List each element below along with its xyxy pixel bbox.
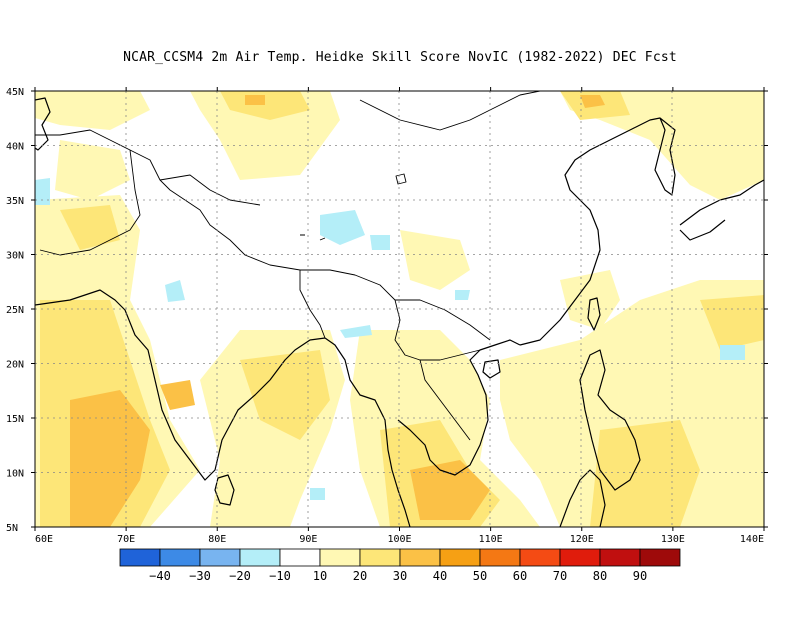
lon-tick-label: 140E bbox=[740, 534, 764, 545]
thailand-coastline bbox=[397, 339, 521, 476]
lon-tick-label: 130E bbox=[661, 534, 685, 545]
colorbar-swatch bbox=[399, 548, 441, 567]
philippines-outline bbox=[579, 349, 641, 491]
colorbar-swatch bbox=[559, 548, 601, 567]
axis-ticks bbox=[31, 87, 768, 531]
lat-tick-label: 10N bbox=[6, 469, 24, 480]
colorbar-swatch bbox=[479, 548, 521, 567]
colorbar bbox=[119, 548, 681, 567]
colorbar-label: 10 bbox=[313, 569, 327, 583]
lat-tick-label: 30N bbox=[6, 251, 24, 262]
lon-tick-label: 120E bbox=[570, 534, 594, 545]
lat-tick-label: 20N bbox=[6, 360, 24, 371]
colorbar-label: −30 bbox=[189, 569, 211, 583]
colorbar-swatch bbox=[359, 548, 401, 567]
colorbar-swatch bbox=[639, 548, 681, 567]
colorbar-swatch bbox=[159, 548, 201, 567]
inland-lakes bbox=[300, 173, 407, 241]
lat-tick-label: 35N bbox=[6, 196, 24, 207]
colorbar-label: 90 bbox=[633, 569, 647, 583]
colorbar-label: −40 bbox=[149, 569, 171, 583]
hainan-outline bbox=[482, 359, 501, 379]
colorbar-label: −10 bbox=[269, 569, 291, 583]
colorbar-swatch bbox=[199, 548, 241, 567]
korea-outline bbox=[654, 117, 676, 196]
lon-tick-label: 70E bbox=[117, 534, 135, 545]
lat-tick-label: 40N bbox=[6, 142, 24, 153]
lon-tick-label: 100E bbox=[387, 534, 411, 545]
lat-tick-label: 15N bbox=[6, 414, 24, 425]
skill-shading-30-40 bbox=[70, 95, 605, 527]
colorbar-swatch bbox=[119, 548, 161, 567]
japan-outline bbox=[679, 179, 764, 241]
lon-tick-label: 80E bbox=[208, 534, 226, 545]
longitude-tick-labels: 60E 70E 80E 90E 100E 110E 120E 130E 140E bbox=[35, 534, 764, 545]
latitude-tick-labels: 45N 40N 35N 30N 25N 20N 15N 10N 5N bbox=[6, 87, 24, 534]
country-borders bbox=[35, 91, 541, 441]
colorbar-label: 30 bbox=[393, 569, 407, 583]
colorbar-label: 40 bbox=[433, 569, 447, 583]
colorbar-swatch bbox=[599, 548, 641, 567]
south-asia-coastline bbox=[35, 289, 326, 481]
caspian-sea-outline bbox=[35, 97, 51, 151]
colorbar-label: −20 bbox=[229, 569, 251, 583]
map-title: NCAR_CCSM4 2m Air Temp. Heidke Skill Sco… bbox=[123, 50, 677, 65]
colorbar-swatch bbox=[439, 548, 481, 567]
lat-tick-label: 5N bbox=[6, 523, 18, 534]
lat-tick-label: 25N bbox=[6, 305, 24, 316]
lon-tick-label: 110E bbox=[479, 534, 503, 545]
colorbar-swatch bbox=[319, 548, 361, 567]
taiwan-outline bbox=[587, 297, 601, 331]
borneo-outline bbox=[559, 469, 606, 527]
skill-shading-negative bbox=[35, 178, 745, 500]
colorbar-label: 50 bbox=[473, 569, 487, 583]
lat-tick-label: 45N bbox=[6, 87, 24, 98]
colorbar-swatch bbox=[279, 548, 321, 567]
colorbar-label: 60 bbox=[513, 569, 527, 583]
colorbar-label: 20 bbox=[353, 569, 367, 583]
lon-tick-label: 60E bbox=[35, 534, 53, 545]
colorbar-label: 70 bbox=[553, 569, 567, 583]
colorbar-labels: −40 −30 −20 −10 10 20 30 40 50 60 70 80 90 bbox=[149, 569, 647, 583]
colorbar-swatch bbox=[519, 548, 561, 567]
china-coastline bbox=[519, 117, 661, 346]
colorbar-label: 80 bbox=[593, 569, 607, 583]
map-plot-area bbox=[35, 91, 764, 527]
colorbar-swatch bbox=[239, 548, 281, 567]
lon-tick-label: 90E bbox=[299, 534, 317, 545]
map-gridlines bbox=[35, 91, 764, 527]
sri-lanka-outline bbox=[214, 474, 235, 506]
